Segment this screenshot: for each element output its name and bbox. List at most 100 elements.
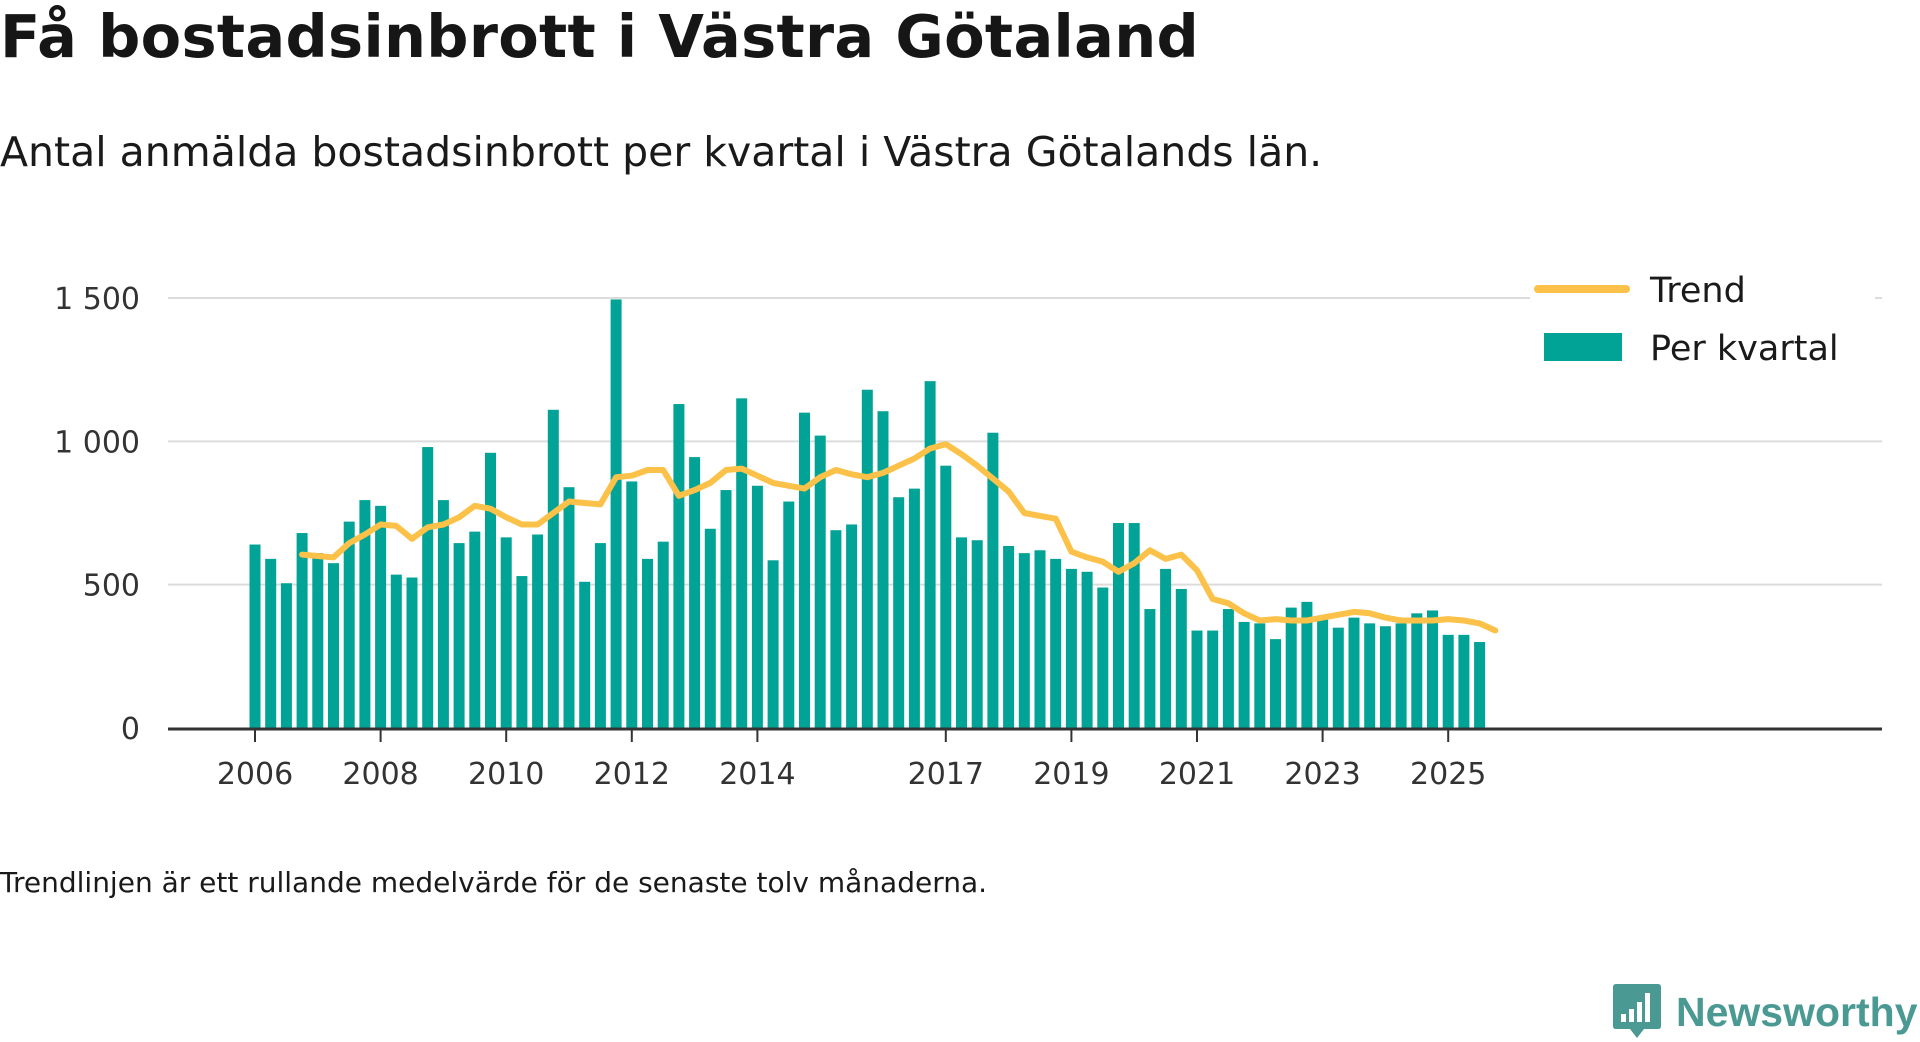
bar	[1207, 630, 1219, 728]
bar	[249, 544, 261, 728]
bar	[563, 487, 575, 728]
bar	[500, 537, 512, 728]
brand-name: Newsworthy	[1676, 988, 1918, 1035]
bar	[469, 531, 481, 728]
bar	[1379, 626, 1391, 728]
bar	[1144, 609, 1156, 728]
bar	[751, 485, 763, 728]
bar	[626, 481, 638, 728]
x-tick-label: 2025	[1410, 757, 1486, 792]
newsworthy-logo-icon	[1613, 984, 1661, 1038]
bar	[1238, 621, 1250, 728]
bar	[1081, 571, 1093, 728]
bar	[673, 404, 685, 728]
x-tick-label: 2019	[1033, 757, 1109, 792]
bar	[767, 560, 779, 728]
bar	[594, 543, 606, 728]
bar	[265, 558, 277, 728]
bar	[704, 528, 716, 728]
bar	[1113, 523, 1124, 728]
legend-trend-label: Trend	[1649, 271, 1746, 311]
bar	[1458, 634, 1470, 728]
bar	[642, 558, 653, 728]
bar	[328, 563, 339, 728]
bar	[1128, 523, 1140, 728]
bar	[1097, 587, 1109, 728]
bar	[1175, 588, 1187, 728]
bar	[861, 389, 873, 728]
bar	[532, 534, 544, 728]
x-tick-label: 2010	[468, 757, 544, 792]
bar	[1003, 545, 1015, 728]
bar	[1050, 558, 1062, 728]
bar	[956, 537, 967, 728]
bar	[1411, 613, 1423, 728]
bar	[940, 465, 952, 728]
y-tick-label: 1 000	[54, 425, 140, 460]
bar	[516, 576, 528, 728]
y-tick-label: 1 500	[54, 282, 140, 317]
bar	[1442, 634, 1454, 728]
bar	[971, 540, 983, 728]
bar	[1317, 617, 1329, 728]
bar	[814, 435, 826, 728]
x-tick-label: 2014	[719, 757, 795, 792]
y-axis-ticks: 0 500 1 000 1 500	[54, 282, 140, 747]
legend-bars-swatch	[1544, 333, 1622, 361]
bar-series-per-kvartal	[249, 299, 1486, 728]
bar	[1160, 568, 1172, 728]
bar	[312, 553, 324, 728]
bar	[1065, 568, 1077, 728]
bar	[1018, 553, 1030, 728]
bar	[1270, 639, 1281, 728]
bar	[1191, 630, 1203, 728]
bar	[390, 574, 402, 728]
bar	[893, 497, 905, 728]
bar	[877, 411, 889, 728]
bar	[1034, 550, 1046, 728]
bar	[1395, 623, 1407, 728]
bar	[1348, 617, 1360, 728]
trend-line	[299, 441, 1499, 634]
x-tick-label: 2006	[217, 757, 293, 792]
bar-chart: 0 500 1 000 1 500 2006 2008 2010 2012 2014 2017 2…	[54, 271, 1882, 792]
bar	[846, 524, 858, 728]
line-series-trend	[299, 441, 1499, 634]
page-subtitle: Antal anmälda bostadsinbrott per kvartal…	[0, 128, 1323, 176]
bar	[485, 452, 496, 728]
x-axis-ticks: 2006 2008 2010 2012 2014 2017 2019 2021 2023 2025	[217, 730, 1486, 792]
footnote: Trendlinjen är ett rullande medelvärde f…	[0, 866, 988, 899]
bar	[1285, 607, 1297, 728]
bar	[437, 500, 449, 728]
bar	[422, 447, 434, 728]
bar	[359, 500, 371, 728]
bar	[924, 381, 936, 728]
bar	[657, 541, 669, 728]
bar	[343, 521, 355, 728]
bar	[1427, 610, 1438, 728]
page-title: Få bostadsinbrott i Västra Götaland	[0, 2, 1200, 71]
x-tick-label: 2008	[342, 757, 418, 792]
bar	[689, 457, 701, 728]
bar	[1364, 623, 1376, 728]
bar	[736, 398, 748, 728]
bar	[547, 409, 559, 728]
bar	[375, 505, 387, 728]
brand-logo: Newsworthy	[1612, 982, 1918, 1042]
bar	[1301, 601, 1313, 728]
bar	[406, 577, 418, 728]
x-tick-label: 2012	[594, 757, 670, 792]
bar	[1222, 609, 1234, 728]
y-tick-label: 500	[83, 569, 140, 604]
legend-bars-label: Per kvartal	[1650, 329, 1839, 369]
bar	[453, 543, 465, 728]
bar	[908, 488, 920, 728]
bar	[1332, 627, 1344, 728]
bar	[987, 432, 999, 728]
x-tick-label: 2017	[908, 757, 984, 792]
y-tick-label: 0	[121, 712, 140, 747]
x-tick-label: 2023	[1284, 757, 1360, 792]
bar	[783, 501, 795, 728]
bar	[720, 490, 732, 728]
bar	[1474, 642, 1486, 728]
